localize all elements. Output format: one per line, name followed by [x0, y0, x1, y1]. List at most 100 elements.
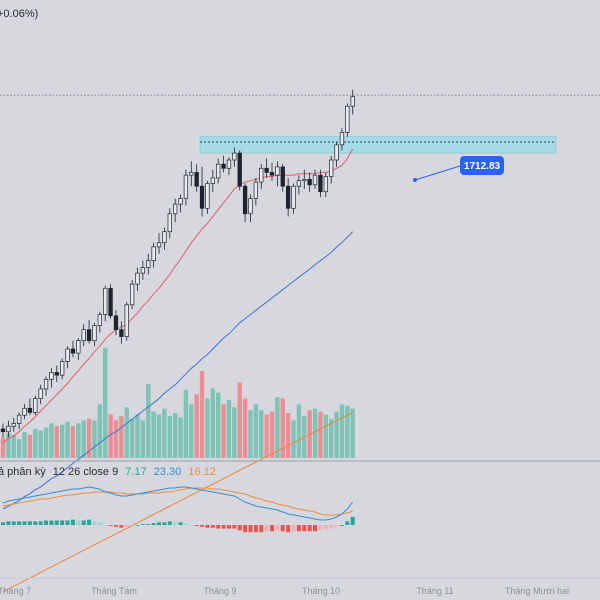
candle[interactable]	[259, 164, 264, 189]
candle[interactable]	[76, 337, 81, 360]
candle[interactable]	[242, 183, 248, 223]
price-callout[interactable]: 1712.83	[413, 156, 504, 182]
candle[interactable]	[173, 198, 178, 223]
candle[interactable]	[334, 142, 339, 167]
candle[interactable]	[33, 395, 38, 416]
candle[interactable]	[285, 177, 291, 217]
candle[interactable]	[0, 423, 6, 438]
ma-slow-line	[2, 411, 353, 593]
ma-fast-line	[2, 148, 354, 444]
candle-body	[119, 329, 124, 337]
candle[interactable]	[151, 242, 156, 268]
candle[interactable]	[70, 340, 76, 358]
volume-bar	[312, 408, 318, 458]
volume-bar	[172, 413, 178, 458]
candle-body	[16, 414, 22, 424]
candle[interactable]	[275, 161, 280, 187]
macd-histogram-bar	[27, 521, 32, 525]
candle[interactable]	[16, 412, 22, 429]
macd-histogram-bar	[210, 525, 215, 528]
candle[interactable]	[205, 180, 210, 214]
candle[interactable]	[81, 324, 86, 347]
candle[interactable]	[129, 280, 135, 309]
volume-bar	[253, 404, 259, 458]
candle[interactable]	[199, 166, 205, 217]
candle[interactable]	[253, 177, 259, 206]
candle[interactable]	[323, 172, 328, 198]
volume-bar	[54, 426, 59, 458]
candle[interactable]	[183, 169, 189, 206]
macd-histogram-bar	[54, 520, 59, 525]
candle[interactable]	[237, 150, 242, 191]
candle[interactable]	[189, 161, 194, 187]
volume-bar	[6, 433, 11, 458]
candle[interactable]	[264, 158, 269, 178]
candle[interactable]	[280, 164, 285, 192]
candle[interactable]	[54, 365, 59, 383]
macd-histogram-bar	[189, 525, 194, 526]
candle[interactable]	[108, 284, 113, 319]
candle-body	[38, 388, 43, 399]
candle[interactable]	[291, 183, 296, 214]
macd-histogram-bar	[44, 520, 49, 525]
candle[interactable]	[194, 164, 199, 192]
candle[interactable]	[312, 169, 318, 189]
volume-bar	[339, 404, 345, 458]
candle[interactable]	[97, 311, 102, 333]
candle-body	[86, 329, 92, 342]
candle[interactable]	[178, 194, 183, 213]
macd-histogram-bar	[243, 525, 248, 533]
macd-histogram-bar	[108, 525, 113, 526]
candle[interactable]	[339, 128, 345, 151]
candle[interactable]	[167, 208, 172, 239]
candle[interactable]	[92, 322, 97, 347]
candle[interactable]	[65, 346, 70, 369]
macd-histogram-bar	[119, 525, 124, 528]
candle[interactable]	[119, 321, 124, 344]
volume-bar	[232, 407, 237, 458]
support-zone[interactable]	[199, 136, 557, 154]
candle[interactable]	[296, 175, 302, 195]
macd-histogram-bar	[81, 520, 86, 525]
candle[interactable]	[103, 285, 108, 322]
candle[interactable]	[345, 103, 350, 137]
candle[interactable]	[226, 157, 232, 176]
candle[interactable]	[221, 155, 226, 173]
candle[interactable]	[216, 158, 221, 184]
macd-legend[interactable]: ả phân kỳ 12 26 close 9 7.17 23.30 16.12	[0, 466, 216, 478]
candle-body	[216, 163, 221, 179]
macd-histogram-bar	[329, 525, 334, 529]
candle[interactable]	[210, 169, 215, 192]
candle[interactable]	[60, 358, 65, 380]
header-change-text: +0.06%)	[0, 8, 38, 20]
candle[interactable]	[11, 417, 16, 432]
candle-body	[27, 407, 33, 413]
macd-value-histogram: 7.17	[125, 466, 146, 478]
candle[interactable]	[302, 169, 307, 189]
volume-bar	[11, 434, 16, 458]
candle[interactable]	[156, 233, 162, 254]
candle[interactable]	[269, 162, 275, 181]
candle[interactable]	[49, 368, 54, 388]
candle[interactable]	[318, 169, 323, 198]
candle[interactable]	[43, 376, 49, 396]
candle[interactable]	[140, 260, 146, 280]
candle[interactable]	[113, 310, 119, 336]
candle[interactable]	[329, 155, 334, 184]
candle[interactable]	[124, 302, 129, 341]
candle[interactable]	[22, 404, 27, 420]
candle[interactable]	[307, 172, 312, 192]
candle[interactable]	[350, 89, 355, 115]
candle[interactable]	[248, 194, 253, 223]
candle[interactable]	[232, 147, 237, 167]
candle[interactable]	[38, 384, 43, 405]
time-axis[interactable]: Tháng 7 Tháng Tám Tháng 9 Tháng 10 Tháng…	[0, 586, 569, 596]
candle[interactable]	[146, 253, 151, 275]
candle[interactable]	[135, 267, 140, 292]
candle[interactable]	[86, 320, 92, 344]
candle[interactable]	[27, 398, 33, 416]
candle-body	[323, 176, 328, 193]
candle[interactable]	[162, 227, 167, 250]
candle[interactable]	[6, 420, 11, 438]
